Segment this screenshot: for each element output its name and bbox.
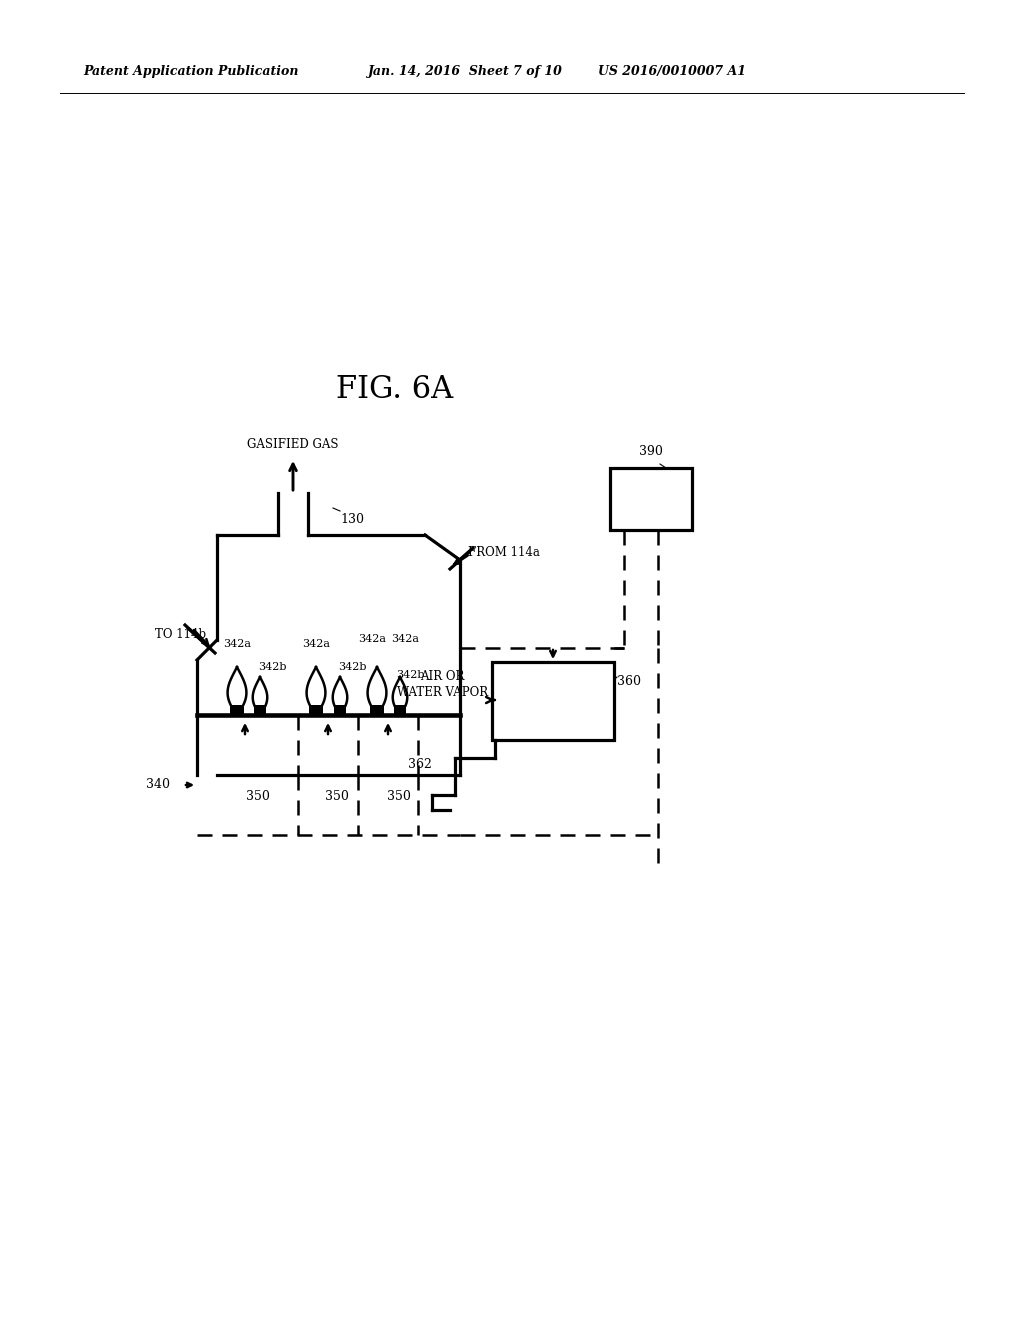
Text: 342a: 342a	[391, 634, 419, 644]
Text: 342a: 342a	[302, 639, 330, 649]
Bar	[395, 706, 404, 715]
Text: FROM 114a: FROM 114a	[468, 546, 540, 560]
Bar	[336, 706, 345, 715]
Text: 350: 350	[325, 789, 349, 803]
Text: Patent Application Publication: Patent Application Publication	[83, 66, 299, 78]
Text: 342b: 342b	[258, 663, 287, 672]
Text: 342b: 342b	[338, 663, 367, 672]
Text: 350: 350	[246, 789, 270, 803]
Bar	[371, 706, 383, 715]
Bar	[255, 706, 265, 715]
Bar	[395, 706, 404, 715]
Text: 390: 390	[639, 445, 663, 458]
Text: 350: 350	[387, 789, 411, 803]
Bar	[335, 706, 345, 715]
Bar	[310, 706, 323, 715]
Text: AIR OR
WATER VAPOR: AIR OR WATER VAPOR	[397, 671, 488, 700]
Text: 340: 340	[146, 779, 170, 792]
Text: Jan. 14, 2016  Sheet 7 of 10: Jan. 14, 2016 Sheet 7 of 10	[368, 66, 563, 78]
Bar	[310, 706, 323, 715]
Bar	[231, 706, 243, 715]
Bar	[255, 706, 264, 715]
Bar	[371, 706, 383, 715]
Text: GASIFIED GAS: GASIFIED GAS	[247, 438, 339, 451]
Text: 342b: 342b	[396, 671, 425, 680]
Text: 342a: 342a	[358, 634, 386, 644]
Bar	[492, 663, 614, 741]
Text: 342a: 342a	[223, 639, 251, 649]
Text: FIG. 6A: FIG. 6A	[336, 375, 454, 405]
Text: 130: 130	[340, 513, 364, 525]
Text: TO 114b: TO 114b	[155, 628, 206, 642]
Bar	[610, 469, 692, 531]
Text: 360: 360	[617, 675, 641, 688]
Bar	[231, 706, 243, 715]
Text: US 2016/0010007 A1: US 2016/0010007 A1	[598, 66, 746, 78]
Text: 362: 362	[409, 758, 432, 771]
